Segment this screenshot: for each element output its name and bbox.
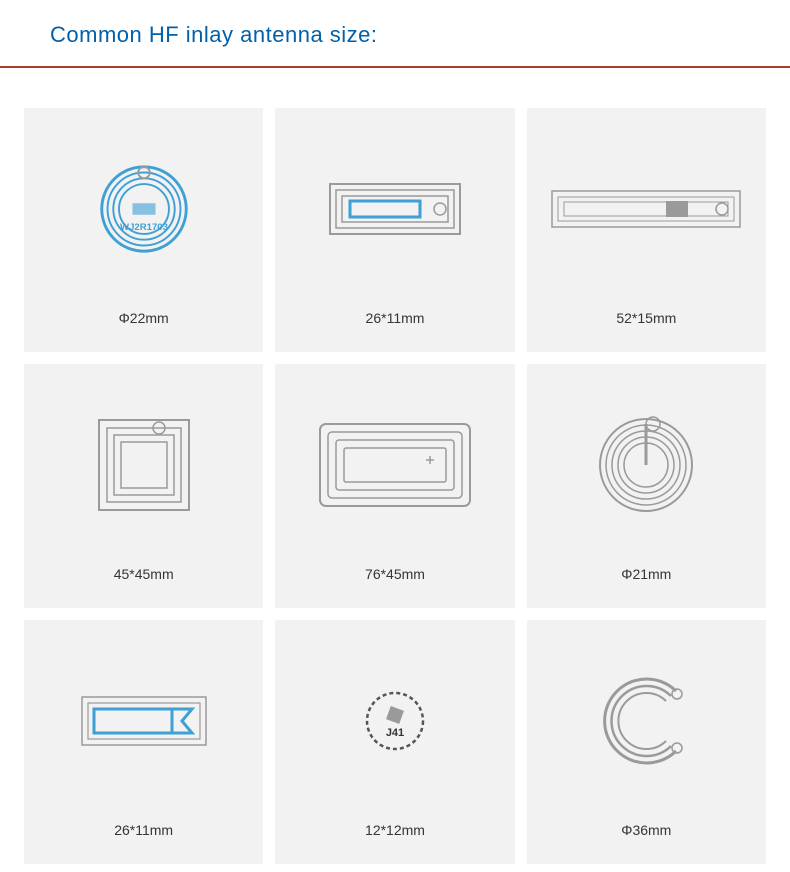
header: Common HF inlay antenna size: (0, 0, 790, 66)
antenna-label: Φ36mm (621, 822, 671, 838)
antenna-icon-circle-grey (527, 364, 766, 566)
antenna-label: 26*11mm (366, 310, 425, 326)
antenna-icon-circle-open (527, 620, 766, 822)
antenna-card-phi22: WJ2R1703 Φ22mm (24, 108, 263, 352)
antenna-label: Φ22mm (119, 310, 169, 326)
antenna-card-12x12: J41 12*12mm (275, 620, 514, 864)
antenna-label: 12*12mm (365, 822, 425, 838)
antenna-icon-square-grey (24, 364, 263, 566)
antenna-icon-rect-blue-sm (275, 108, 514, 310)
antenna-card-45x45: 45*45mm (24, 364, 263, 608)
inner-text: J41 (386, 727, 404, 739)
antenna-icon-rect-grey-md (275, 364, 514, 566)
antenna-card-76x45: 76*45mm (275, 364, 514, 608)
antenna-card-26x11b: 26*11mm (24, 620, 263, 864)
svg-text:WJ2R1703: WJ2R1703 (120, 222, 168, 233)
antenna-icon-circle-small: J41 (275, 620, 514, 822)
antenna-grid: WJ2R1703 Φ22mm 26*11mm (0, 68, 790, 864)
antenna-label: 52*15mm (616, 310, 676, 326)
antenna-label: 76*45mm (365, 566, 425, 582)
antenna-icon-rect-blue-sm2 (24, 620, 263, 822)
page-title: Common HF inlay antenna size: (50, 22, 790, 48)
antenna-card-26x11a: 26*11mm (275, 108, 514, 352)
antenna-card-phi36: Φ36mm (527, 620, 766, 864)
antenna-card-phi21: Φ21mm (527, 364, 766, 608)
antenna-label: 26*11mm (114, 822, 173, 838)
antenna-icon-circle-blue: WJ2R1703 (24, 108, 263, 310)
antenna-card-52x15: 52*15mm (527, 108, 766, 352)
antenna-label: 45*45mm (114, 566, 174, 582)
antenna-icon-rect-grey-lg (527, 108, 766, 310)
antenna-label: Φ21mm (621, 566, 671, 582)
